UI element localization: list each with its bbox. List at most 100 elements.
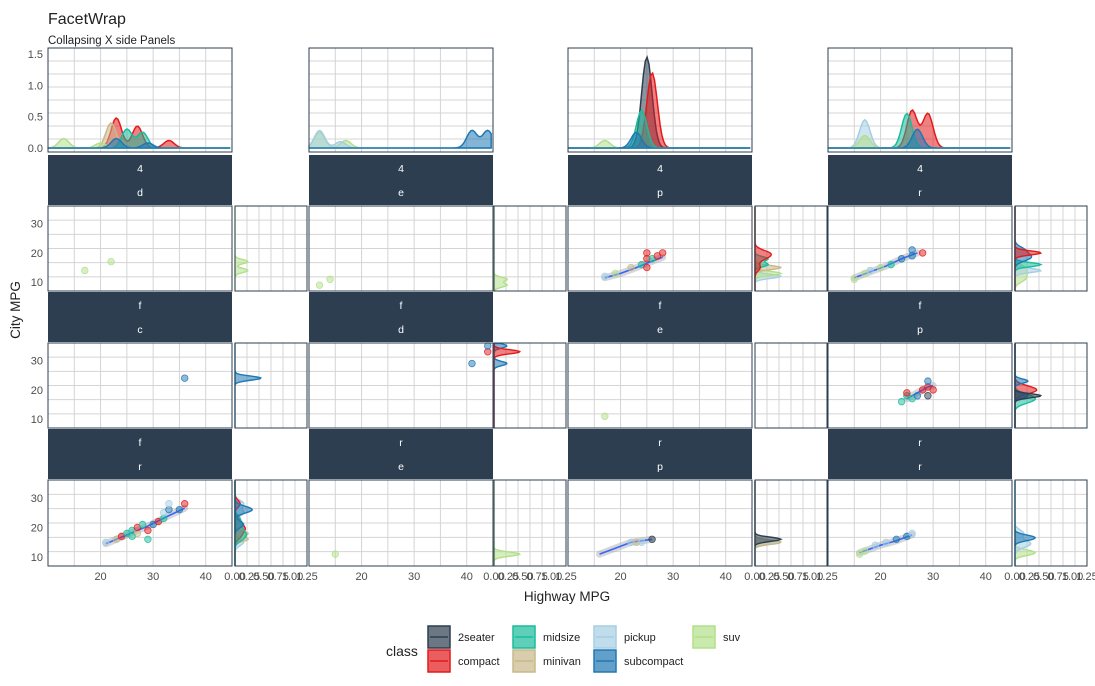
side-density-tick-label: 0.50	[773, 571, 794, 583]
side-density-tick-label: 0.25	[1019, 571, 1040, 583]
facet-strip-label: r	[658, 437, 662, 449]
facet-strip-label: p	[657, 187, 663, 199]
side-density-tick-label: 0.00	[483, 571, 504, 583]
legend-label: minivan	[543, 656, 581, 668]
top-density-border	[47, 47, 233, 153]
chart-title: FacetWrap	[48, 11, 126, 28]
facet-strip-label: 4	[657, 163, 663, 175]
facet-strip	[828, 429, 1012, 479]
facet-strip-label: p	[917, 324, 923, 336]
scatter-panel-border	[567, 479, 753, 567]
facet-strip-label: e	[398, 187, 404, 199]
data-point	[611, 269, 620, 278]
data-point	[601, 412, 609, 420]
top-density-tick-label: 1.0	[28, 80, 43, 92]
side-density-tick-label: 0.75	[267, 571, 288, 583]
data-point	[175, 505, 184, 514]
data-point	[180, 374, 189, 382]
x-tick-label: 30	[147, 571, 159, 583]
data-point	[924, 377, 932, 385]
side-density-border	[754, 342, 828, 429]
x-tick-label: 20	[355, 571, 367, 583]
facet-strip-label: 4	[398, 163, 404, 175]
y-tick-label: 20	[31, 522, 43, 534]
chart-subtitle: Collapsing X side Panels	[48, 35, 175, 47]
data-point	[484, 342, 492, 350]
side-density-tick-label: 0.00	[224, 571, 245, 583]
side-density-tick-label: 0.50	[1033, 571, 1054, 583]
legend: class 2seater compact midsize minivan pickup…	[386, 625, 741, 673]
y-tick-label: 30	[31, 356, 43, 368]
facet-strip-label: e	[398, 461, 404, 473]
side-density-tick-label: 1.00	[1062, 571, 1083, 583]
data-point	[918, 249, 927, 257]
side-density-tick-label: 0.50	[253, 571, 274, 583]
data-point	[601, 272, 609, 281]
y-tick-label: 10	[31, 552, 43, 564]
side-density-tick-label: 0.50	[512, 571, 533, 583]
facet-strip-label: d	[137, 187, 143, 199]
scatter-panel-border	[827, 479, 1013, 567]
legend-label: pickup	[624, 632, 656, 644]
facet-strip	[48, 429, 232, 479]
x-tick-label: 40	[461, 571, 473, 583]
plot-layer: 0.00.51.01.54d4e4p4r102030fcfdfefp102030…	[28, 47, 1095, 583]
y-tick-label: 20	[31, 385, 43, 397]
side-density-tick-label: 0.25	[239, 571, 260, 583]
y-tick-label: 10	[31, 277, 43, 289]
side-density-border	[493, 205, 567, 292]
facet-strip-label: r	[138, 461, 142, 473]
facet-strip	[48, 292, 232, 342]
facet-strip-label: 4	[137, 163, 143, 175]
top-density-border	[567, 47, 753, 153]
facet-strip	[568, 292, 752, 342]
data-point	[897, 255, 906, 263]
y-tick-label: 30	[31, 493, 43, 505]
data-point	[908, 246, 916, 254]
facet-strip-label: f	[400, 300, 403, 312]
y-tick-label: 20	[31, 248, 43, 260]
legend-label: compact	[458, 656, 500, 668]
facet-strip-label: 4	[917, 163, 923, 175]
facet-strip	[309, 155, 493, 205]
legend-label: 2seater	[458, 632, 495, 644]
facet-strip	[828, 292, 1012, 342]
data-point	[648, 535, 656, 544]
facet-strip	[568, 429, 752, 479]
side-density-border	[1014, 342, 1088, 429]
side-density-tick-label: 0.75	[1047, 571, 1068, 583]
data-point	[102, 538, 110, 546]
data-point	[882, 538, 890, 546]
data-point	[903, 389, 911, 397]
side-density-border	[234, 342, 308, 429]
side-density-border	[1014, 479, 1088, 567]
data-point	[128, 532, 136, 541]
facet-strip-label: r	[918, 461, 922, 473]
data-point	[165, 500, 173, 508]
data-point	[326, 275, 334, 283]
x-axis-label: Highway MPG	[524, 589, 610, 604]
side-density-tick-label: 1.25	[555, 571, 576, 583]
data-point	[871, 541, 880, 549]
side-density-tick-label: 1.25	[296, 571, 317, 583]
facet-strip	[568, 155, 752, 205]
data-point	[144, 526, 152, 535]
side-density-border	[234, 479, 308, 567]
y-axis-label: City MPG	[8, 281, 23, 339]
data-point	[468, 359, 476, 368]
x-tick-label: 30	[667, 571, 679, 583]
side-density-border	[1014, 205, 1088, 292]
side-density-border	[493, 479, 567, 567]
side-density-border	[754, 479, 828, 567]
x-tick-label: 40	[720, 571, 732, 583]
facet-strip-label: f	[919, 300, 922, 312]
facet-strip-label: f	[659, 300, 662, 312]
scatter-panel-border	[47, 479, 233, 567]
x-tick-label: 30	[927, 571, 939, 583]
density-area-subcompact	[309, 129, 492, 149]
top-density-border	[308, 47, 494, 153]
facet-strip-label: r	[399, 437, 403, 449]
facet-strip	[309, 292, 493, 342]
data-point	[107, 257, 115, 266]
